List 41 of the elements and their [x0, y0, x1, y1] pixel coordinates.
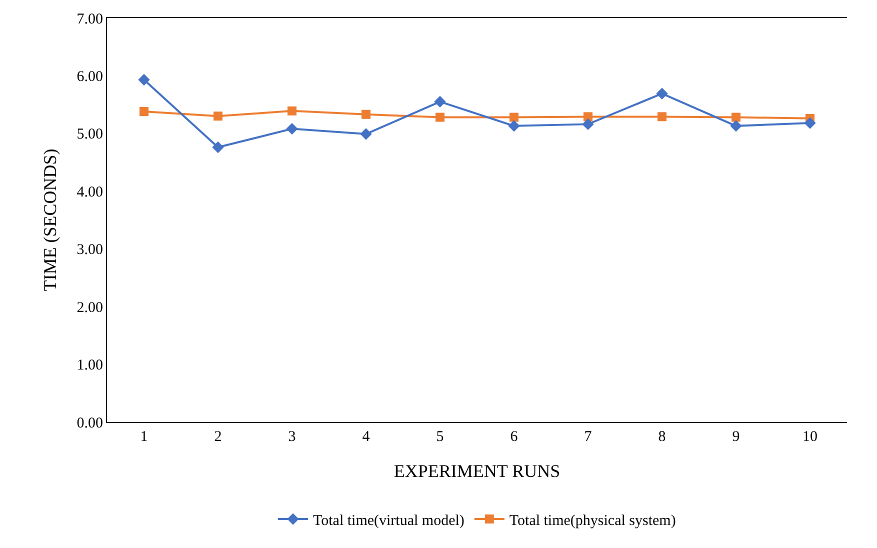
point	[658, 112, 666, 122]
x-tick-label: 2	[214, 429, 222, 445]
y-tick-label: 0.00	[76, 415, 103, 432]
x-tick-label: 8	[658, 429, 666, 445]
x-axis-title: EXPERIMENT RUNS	[394, 461, 560, 482]
point	[510, 112, 518, 122]
point	[138, 74, 150, 86]
y-tick-label: 5.00	[76, 126, 103, 143]
point	[804, 117, 816, 129]
x-tick-label: 10	[802, 429, 818, 445]
x-tick-label: 3	[288, 429, 296, 445]
y-tick-label: 4.00	[76, 184, 103, 200]
point	[212, 141, 224, 154]
x-tick-label: 9	[732, 429, 740, 445]
point	[730, 120, 742, 132]
point	[582, 118, 594, 130]
point	[656, 88, 668, 100]
legend-label: Total time(physical system)	[509, 512, 676, 529]
y-tick-label: 7.00	[76, 11, 103, 28]
y-tick-label: 2.00	[76, 300, 103, 316]
point	[434, 96, 446, 108]
point	[286, 122, 298, 135]
y-axis-title: TIME (SECONDS)	[40, 148, 60, 292]
y-tick-label: 6.00	[76, 68, 103, 85]
point	[288, 106, 296, 116]
point	[732, 112, 740, 122]
point	[584, 112, 592, 122]
point	[360, 128, 372, 140]
legend-label: Total time(virtual model)	[313, 512, 464, 529]
point	[436, 112, 444, 122]
point	[140, 107, 148, 116]
x-tick-label: 6	[510, 429, 518, 445]
x-tick-label: 5	[436, 429, 444, 445]
x-tick-label: 4	[362, 429, 370, 445]
y-tick-label: 1.00	[76, 358, 103, 374]
y-tick-label: 3.00	[76, 242, 103, 258]
point	[508, 120, 520, 132]
point	[214, 112, 222, 121]
x-tick-label: 1	[140, 429, 148, 445]
point	[362, 110, 370, 119]
x-tick-label: 7	[584, 429, 592, 445]
